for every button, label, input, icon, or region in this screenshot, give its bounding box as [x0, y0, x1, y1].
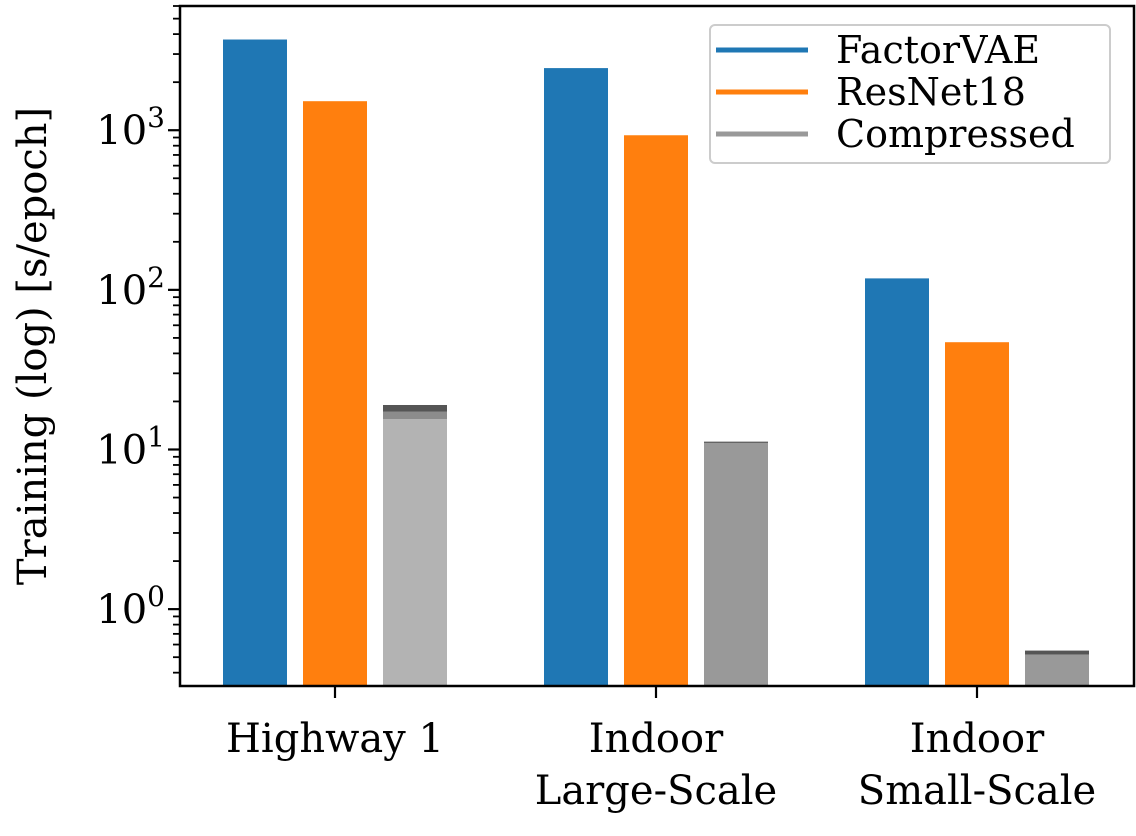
bar: [624, 135, 688, 686]
y-axis-label: Training (log) [s/epoch]: [10, 107, 56, 585]
y-tick-label: 100: [96, 580, 165, 633]
legend-box: [709, 24, 1111, 164]
y-axis: 100 101 102 103: [96, 5, 180, 674]
bars: [223, 39, 1089, 687]
x-tick-label: Highway 1: [226, 716, 444, 762]
bar: [544, 68, 608, 687]
legend-label: ResNet18: [836, 70, 1026, 114]
bar-segment: [704, 442, 768, 686]
y-tick-label: 102: [96, 261, 165, 314]
x-tick-label: Indoor: [910, 716, 1045, 762]
x-tick-label: Large-Scale: [535, 768, 777, 814]
legend-label: Compressed: [836, 112, 1075, 156]
legend-label: FactorVAE: [836, 28, 1040, 72]
y-tick-label: 101: [96, 420, 165, 473]
bar: [303, 101, 367, 687]
bar: [865, 278, 929, 686]
bar-segment: [383, 419, 447, 686]
bar: [223, 39, 287, 686]
bar: [945, 342, 1009, 686]
y-tick-label: 103: [96, 101, 165, 154]
bar-segment: [383, 411, 447, 420]
bar-segment: [1025, 650, 1089, 655]
x-axis: Highway 1 Indoor Large-Scale Indoor Small-Sc…: [226, 686, 1096, 814]
bar-segment: [1025, 654, 1089, 686]
bar-segment: [704, 441, 768, 443]
x-tick-label: Indoor: [589, 716, 724, 762]
bar-segment: [383, 404, 447, 412]
x-tick-label: Small-Scale: [858, 768, 1096, 814]
